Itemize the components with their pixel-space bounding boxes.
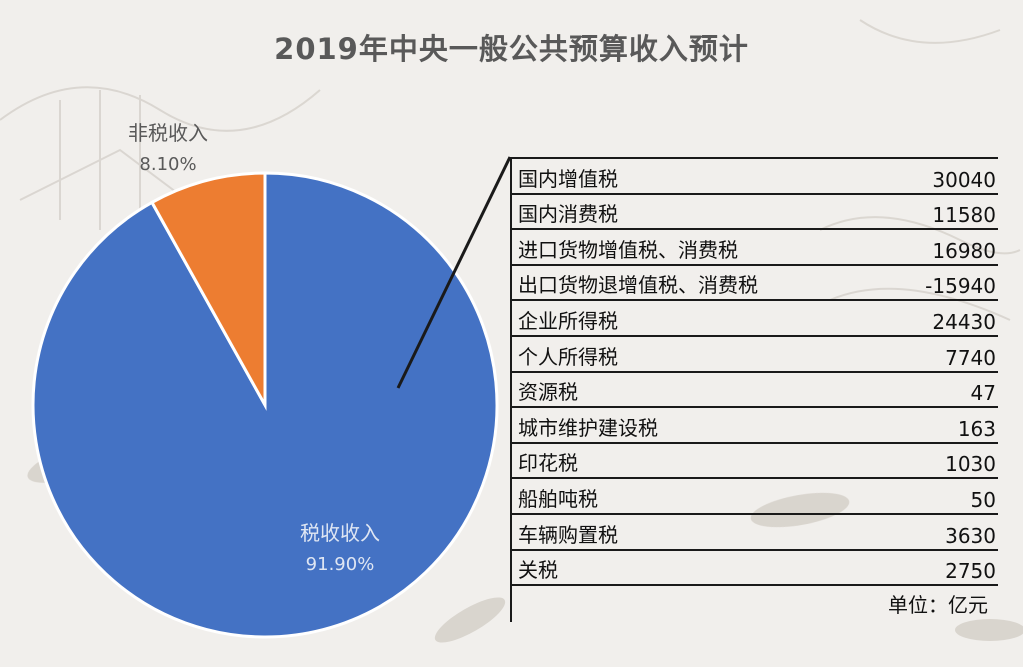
unit-row: 单位：亿元 <box>512 584 998 622</box>
label-tax-percent: 91.90% <box>306 554 375 575</box>
row-tax-name: 企业所得税 <box>518 308 618 333</box>
table-row: 关税 2750 <box>512 548 998 585</box>
row-tax-name: 进口货物增值税、消费税 <box>518 237 738 262</box>
table-row: 城市维护建设税 163 <box>512 406 998 442</box>
table-row: 企业所得税 24430 <box>512 299 998 335</box>
label-tax-name: 税收收入 <box>300 521 380 545</box>
table-row: 进口货物增值税、消费税 16980 <box>512 228 998 264</box>
table-row: 车辆购置税 3630 <box>512 512 998 549</box>
row-tax-name: 国内消费税 <box>518 202 618 227</box>
tax-breakdown-table: 国内增值税 30040 国内消费税 11580 进口货物增值税、消费税 16980 出口货物… <box>510 157 998 623</box>
table-row: 国内消费税 11580 <box>512 192 998 229</box>
row-tax-name: 国内增值税 <box>518 166 618 191</box>
row-tax-value: 7740 <box>945 345 996 370</box>
row-tax-name: 出口货物退增值税、消费税 <box>518 273 758 298</box>
row-tax-value: 30040 <box>932 167 996 192</box>
row-tax-name: 车辆购置税 <box>518 522 618 547</box>
row-tax-name: 船舶吨税 <box>518 486 598 511</box>
connector-line <box>396 156 512 389</box>
table-row: 个人所得税 7740 <box>512 334 998 371</box>
row-tax-name: 关税 <box>518 558 558 583</box>
table-row: 资源税 47 <box>512 370 998 407</box>
label-nontax-name: 非税收入 <box>128 121 208 145</box>
row-tax-value: 2750 <box>945 559 996 584</box>
row-tax-value: 24430 <box>932 309 996 334</box>
row-tax-value: 3630 <box>945 523 996 548</box>
row-tax-value: -15940 <box>925 274 996 299</box>
slice-nontax-revenue <box>149 171 267 411</box>
label-nontax-percent: 8.10% <box>139 154 196 175</box>
row-tax-name: 资源税 <box>518 380 578 405</box>
table-row: 船舶吨税 50 <box>512 477 998 513</box>
row-tax-value: 47 <box>970 381 996 406</box>
table-row: 出口货物退增值税、消费税 -15940 <box>512 263 998 300</box>
row-tax-value: 50 <box>970 487 996 512</box>
row-tax-value: 163 <box>957 416 996 441</box>
unit-label: 单位：亿元 <box>888 593 988 618</box>
row-tax-value: 11580 <box>932 203 996 228</box>
table-row: 国内增值税 30040 <box>512 157 998 193</box>
row-tax-value: 1030 <box>945 452 996 477</box>
table-row: 印花税 1030 <box>512 441 998 478</box>
row-tax-name: 个人所得税 <box>518 344 618 369</box>
row-tax-value: 16980 <box>932 238 996 263</box>
row-tax-name: 城市维护建设税 <box>518 415 658 440</box>
row-tax-name: 印花税 <box>518 451 578 476</box>
chart-title: 2019年中央一般公共预算收入预计 <box>274 32 749 66</box>
